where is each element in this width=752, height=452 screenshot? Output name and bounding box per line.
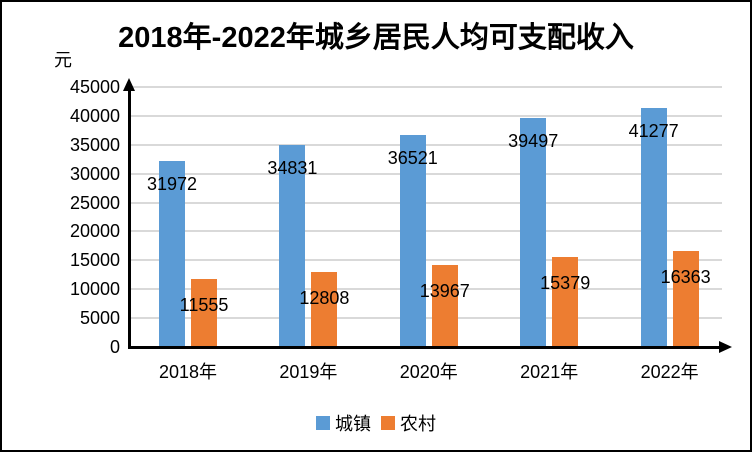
bar-value-label: 34831 [267, 157, 318, 178]
gridline [130, 259, 722, 262]
x-axis-arrow-icon [719, 341, 732, 353]
gridline [130, 172, 722, 175]
x-category-label: 2018年 [158, 362, 218, 382]
bar-城镇 [399, 134, 426, 346]
gridline [130, 114, 722, 117]
bar-农村 [552, 257, 579, 346]
bar-value-label: 11555 [179, 295, 229, 316]
bar-城镇 [279, 144, 306, 346]
legend: 城镇 农村 [2, 410, 750, 436]
x-category-label: 2021年 [520, 362, 579, 382]
gridline [130, 288, 722, 291]
y-tick-label: 0 [109, 337, 120, 357]
bar-value-label: 31972 [146, 174, 198, 195]
legend-swatch-icon [316, 416, 330, 430]
y-tick-label: 45000 [69, 77, 120, 97]
y-tick-label: 25000 [69, 192, 120, 213]
y-axis-line [128, 90, 131, 348]
bar-value-label: 41277 [628, 120, 679, 141]
bar-农村 [431, 265, 458, 346]
y-tick-label: 5000 [79, 308, 120, 329]
gridline [130, 201, 722, 204]
y-tick-label: 10000 [69, 279, 120, 300]
x-category-label: 2022年 [640, 362, 699, 382]
bar-value-label: 39497 [508, 130, 559, 151]
x-axis-line [128, 346, 722, 349]
legend-label: 农村 [400, 414, 436, 434]
gridline [130, 317, 722, 320]
legend-item: 城镇 [316, 410, 371, 436]
y-tick-label: 35000 [69, 134, 120, 155]
gridline [130, 86, 722, 88]
bar-value-label: 13967 [419, 281, 470, 302]
legend-swatch-icon [381, 416, 395, 430]
y-tick-label: 20000 [69, 221, 120, 242]
gridline [130, 230, 722, 233]
legend-label: 城镇 [335, 414, 371, 434]
bar-农村 [311, 271, 338, 346]
bar-value-label: 36521 [387, 147, 438, 168]
x-category-label: 2020年 [399, 362, 458, 382]
legend-item: 农村 [381, 410, 436, 436]
bar-城镇 [520, 117, 547, 346]
chart-title: 2018年-2022年城乡居民人均可支配收入 [118, 22, 634, 54]
y-tick-label: 15000 [69, 250, 120, 271]
y-tick-label: 40000 [69, 105, 120, 126]
bar-城镇 [640, 107, 667, 346]
bar-农村 [191, 279, 217, 346]
y-axis-unit-label: 元 [54, 50, 72, 70]
gridline [130, 143, 722, 146]
y-axis-arrow-icon [123, 78, 135, 91]
bar-农村 [672, 251, 699, 346]
bar-value-label: 12808 [299, 287, 350, 308]
bar-value-label: 16363 [660, 267, 711, 288]
bar-城镇 [159, 161, 185, 346]
x-category-label: 2019年 [279, 362, 338, 382]
y-tick-label: 30000 [69, 163, 120, 184]
bar-value-label: 15379 [540, 273, 591, 294]
